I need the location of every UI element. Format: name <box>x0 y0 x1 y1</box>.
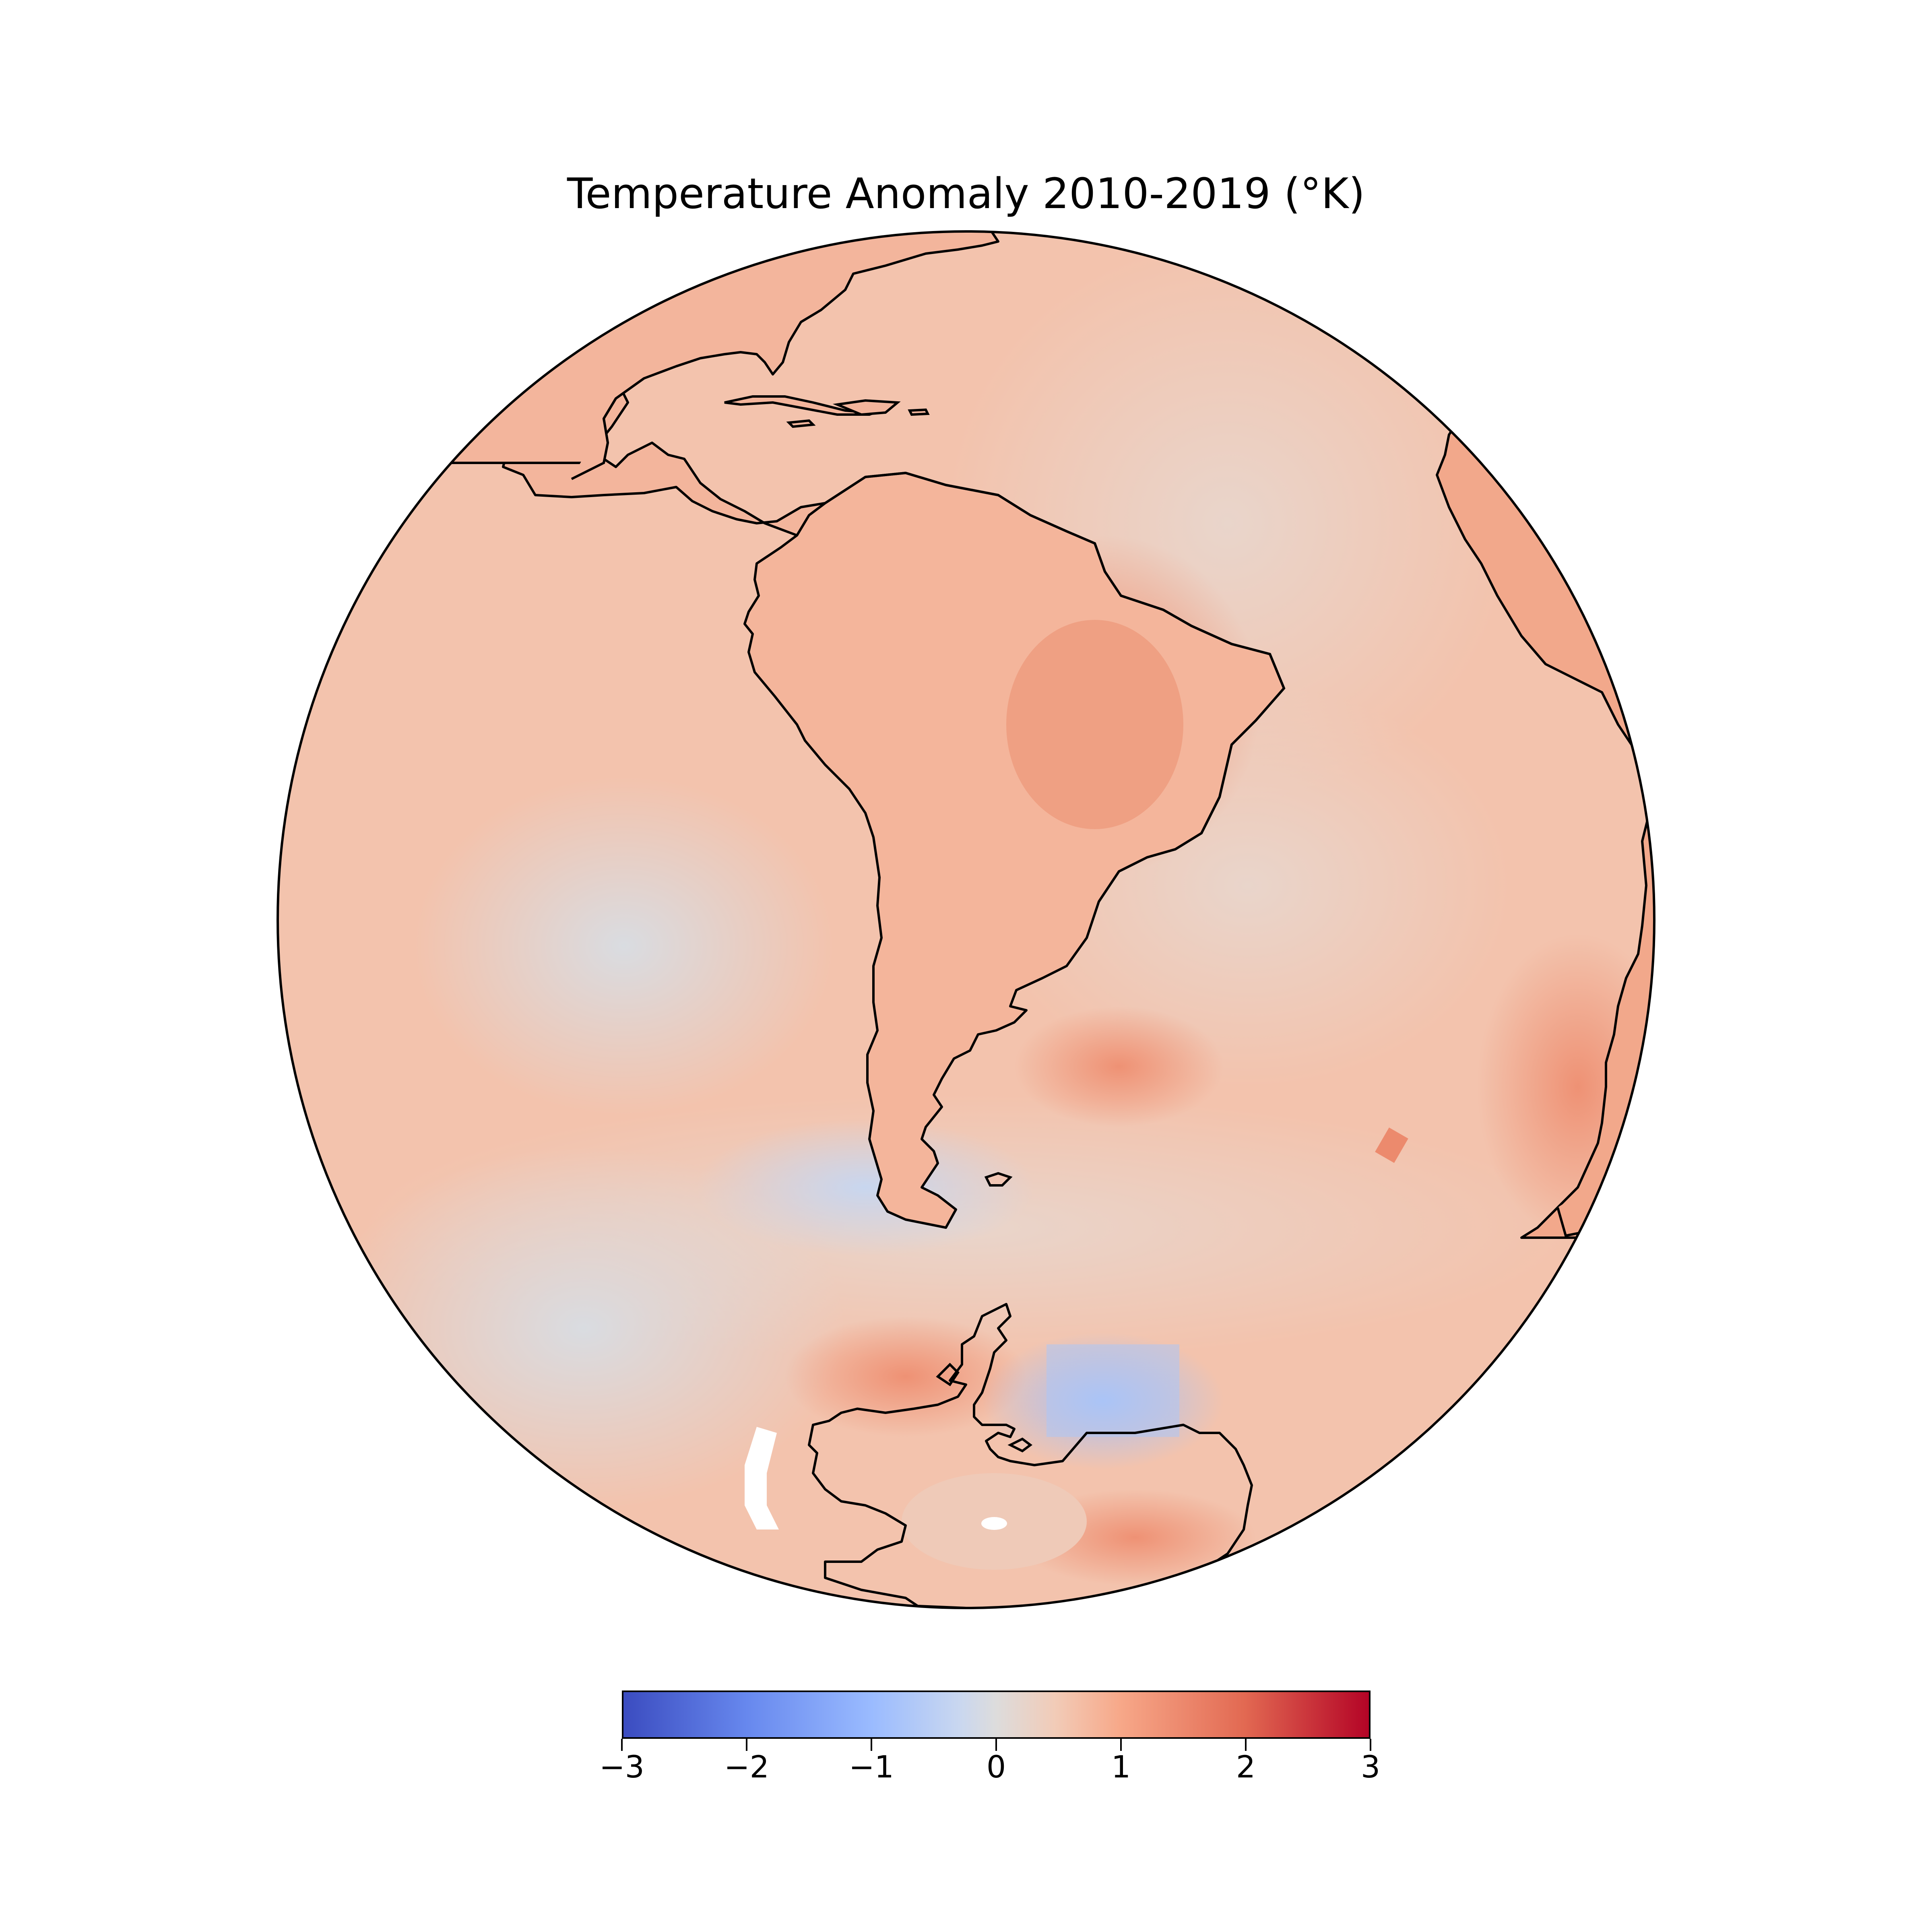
colorbar-tick-label: 0 <box>986 1749 1006 1785</box>
colorbar-tick <box>621 1739 623 1751</box>
colorbar-tick-label: 2 <box>1236 1749 1256 1785</box>
colorbar-tick-label: −1 <box>848 1749 894 1785</box>
puerto-rico-island <box>908 408 930 416</box>
colorbar-tick <box>995 1739 997 1751</box>
pole-missing-data <box>981 1517 1007 1530</box>
colorbar <box>622 1690 1371 1739</box>
globe-outline <box>277 230 1655 1609</box>
missing-data-patch <box>745 1427 779 1530</box>
jamaica-island <box>786 419 816 428</box>
colorbar-tick-label: −3 <box>599 1749 645 1785</box>
colorbar-tick <box>1120 1739 1122 1751</box>
falkland-islands <box>984 1172 1013 1187</box>
hispaniola-island <box>832 399 901 416</box>
colorbar-tick <box>871 1739 872 1751</box>
colorbar-tick <box>1245 1739 1247 1751</box>
colorbar-tick <box>746 1739 747 1751</box>
map-title: Temperature Anomaly 2010-2019 (°K) <box>567 169 1365 218</box>
colorbar-tick-label: −2 <box>724 1749 770 1785</box>
colorbar-gradient <box>622 1690 1371 1739</box>
colorbar-tick-label: 1 <box>1111 1749 1131 1785</box>
anomaly-field <box>278 231 1654 1608</box>
colorbar-tick-label: 3 <box>1360 1749 1381 1785</box>
colorbar-tick <box>1370 1739 1371 1751</box>
